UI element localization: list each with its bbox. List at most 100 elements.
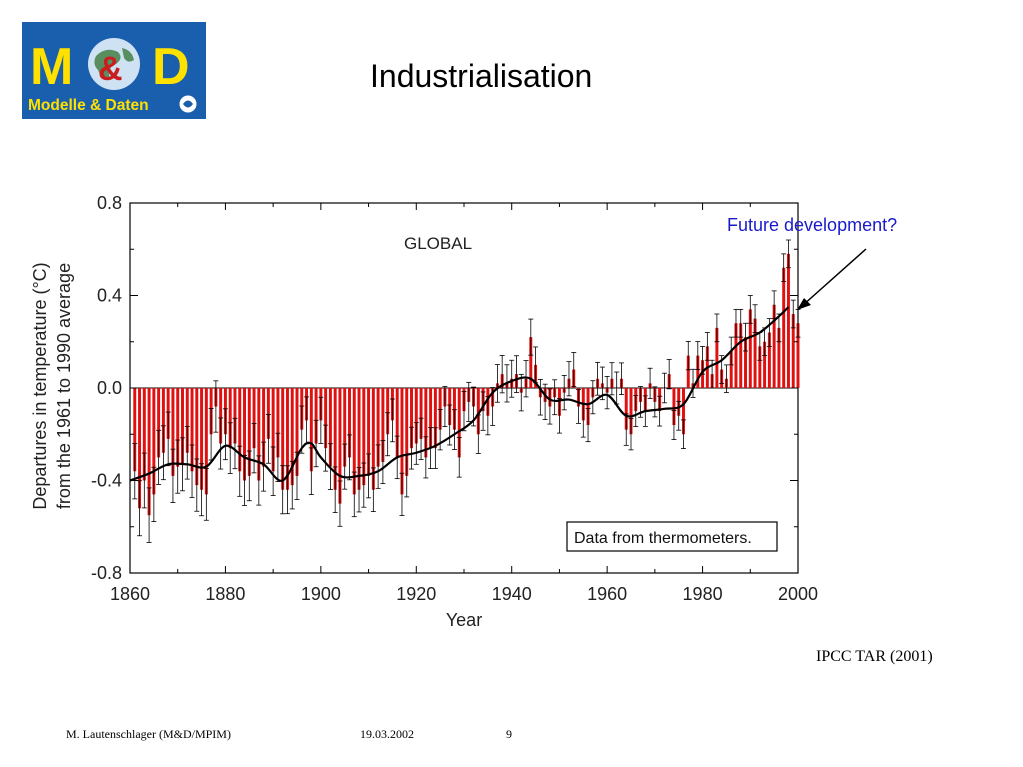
bar xyxy=(243,388,246,481)
md-logo: M & D Modelle & Daten xyxy=(22,22,206,119)
y-axis-label-line2: from the 1961 to 1990 average xyxy=(54,263,74,509)
bar xyxy=(529,337,533,389)
bar xyxy=(414,388,418,444)
bar xyxy=(400,388,404,495)
smoothed-curve xyxy=(129,306,790,482)
bar xyxy=(682,388,685,435)
x-tick-label: 1940 xyxy=(492,584,532,604)
bar xyxy=(333,388,337,490)
x-tick-label: 1960 xyxy=(587,584,627,604)
bar xyxy=(586,388,590,425)
logo-subtitle: Modelle & Daten xyxy=(28,97,149,114)
bar xyxy=(314,388,318,444)
bar xyxy=(715,327,719,389)
bar xyxy=(285,388,289,490)
bar xyxy=(624,388,628,430)
x-axis-label: Year xyxy=(446,610,482,630)
bar xyxy=(161,388,165,453)
y-tick-label: 0.8 xyxy=(97,193,122,213)
footer-page-number: 9 xyxy=(506,727,512,741)
bar xyxy=(744,337,747,389)
bar xyxy=(343,388,347,467)
bar xyxy=(147,388,151,516)
bar xyxy=(734,323,738,388)
bar xyxy=(152,388,156,495)
x-tick-label: 2000 xyxy=(778,584,818,604)
y-axis-label-line1: Departures in temperature (°C) xyxy=(30,262,50,509)
bar xyxy=(686,355,690,389)
footer-date: 19.03.2002 xyxy=(360,727,414,741)
bar xyxy=(276,388,280,458)
bar xyxy=(338,388,342,504)
bar xyxy=(791,314,795,388)
bar xyxy=(739,323,743,388)
bar xyxy=(438,388,442,430)
bar xyxy=(767,332,771,388)
annotation-arrowhead xyxy=(797,298,811,310)
bar xyxy=(171,388,175,476)
bar xyxy=(195,388,199,486)
bar xyxy=(405,388,409,476)
bar xyxy=(357,388,361,490)
bar xyxy=(157,388,161,458)
bar xyxy=(753,318,757,389)
bar xyxy=(476,388,480,435)
y-tick-label: -0.8 xyxy=(91,563,122,583)
bar xyxy=(266,388,270,439)
bar xyxy=(433,388,437,449)
bar xyxy=(204,388,208,495)
chart-title: GLOBAL xyxy=(404,234,472,253)
bar xyxy=(362,388,366,486)
bar xyxy=(185,388,189,453)
bar xyxy=(181,388,184,465)
bar xyxy=(138,388,142,509)
bar xyxy=(748,309,752,389)
bar xyxy=(233,388,237,444)
bar xyxy=(786,253,790,389)
bar xyxy=(262,388,266,467)
bar xyxy=(371,388,375,490)
bar xyxy=(328,388,332,467)
bar xyxy=(348,388,351,458)
slide-title: Industrialisation xyxy=(370,58,593,94)
bar xyxy=(352,388,356,495)
bar xyxy=(271,388,275,472)
bar xyxy=(228,388,232,449)
source-label: IPCC TAR (2001) xyxy=(816,648,933,665)
bar xyxy=(295,388,299,476)
axes-group: 1860 1880 1900 1920 1940 1960 1980 2000 0.8 0.4 0.… xyxy=(91,193,818,604)
y-tick-label: 0.0 xyxy=(97,378,122,398)
bar xyxy=(381,388,385,462)
x-tick-label: 1920 xyxy=(396,584,436,604)
bar xyxy=(452,388,456,430)
bar xyxy=(782,267,786,388)
bar xyxy=(219,388,223,444)
bar xyxy=(142,388,146,481)
bar xyxy=(190,388,194,472)
bar xyxy=(772,304,776,388)
bar xyxy=(796,323,800,388)
bar xyxy=(176,388,180,467)
annotation-arrow-line xyxy=(801,248,867,307)
footer-author: M. Lautenschlager (M&D/MPIM) xyxy=(66,727,231,741)
y-tick-label: 0.4 xyxy=(97,286,122,306)
x-tick-label: 1900 xyxy=(301,584,341,604)
bar xyxy=(376,388,380,467)
bar xyxy=(395,388,399,458)
smoothed-curve-group xyxy=(129,306,790,482)
bar xyxy=(410,388,413,449)
y-tick-label: -0.4 xyxy=(91,471,122,491)
bar xyxy=(290,388,294,486)
bar xyxy=(324,388,328,449)
logo-letter-d: D xyxy=(152,38,190,96)
bar xyxy=(200,388,204,490)
bar xyxy=(281,388,285,490)
logo-ampersand: & xyxy=(98,50,123,88)
bar xyxy=(777,327,781,389)
legend-box xyxy=(566,521,778,552)
bar xyxy=(386,388,390,435)
bar xyxy=(238,388,242,472)
bar xyxy=(758,346,762,389)
bar xyxy=(252,388,256,449)
